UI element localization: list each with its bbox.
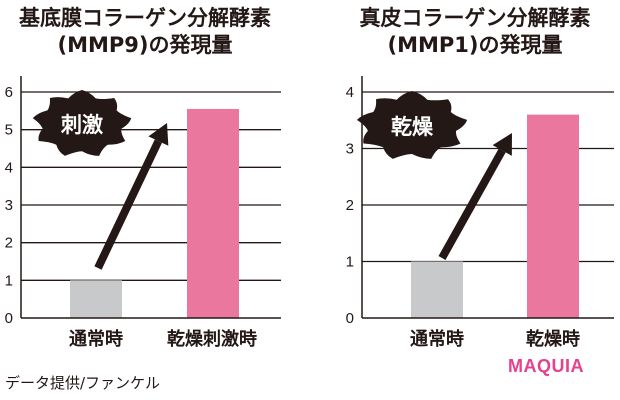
y-tick-label: 3: [5, 197, 13, 214]
left-chart-title: 基底膜コラーゲン分解酵素 (MMP9)の発現量: [0, 5, 290, 59]
right-title-line2: (MMP1)の発現量: [387, 33, 563, 57]
right-title-line1: 真皮コラーゲン分解酵素: [359, 6, 591, 30]
stimulus-bar: [527, 114, 579, 318]
normal-bar: [411, 261, 463, 318]
category-label: 通常時: [69, 328, 123, 350]
burst-label: 乾燥: [391, 115, 434, 139]
y-tick-label: 3: [346, 141, 354, 158]
y-tick-label: 4: [5, 159, 13, 176]
y-tick-label: 1: [5, 272, 13, 289]
stimulus-bar: [187, 108, 239, 318]
left-title-line2: (MMP9)の発現量: [57, 33, 233, 57]
y-tick-label: 2: [346, 197, 354, 214]
y-tick-label: 6: [5, 84, 13, 101]
category-label: 乾燥時: [526, 328, 580, 350]
normal-bar: [70, 280, 122, 318]
data-credit: データ提供/ファンケル: [5, 374, 161, 392]
category-label: 通常時: [410, 328, 464, 350]
burst-icon: [356, 91, 468, 159]
y-tick-label: 1: [346, 254, 354, 271]
right-chart-title: 真皮コラーゲン分解酵素 (MMP1)の発現量: [330, 5, 620, 59]
arrow-head-icon: [492, 133, 512, 156]
increase-arrow: [94, 139, 163, 270]
y-tick-label: 0: [5, 310, 13, 327]
burst-label: 刺激: [61, 113, 103, 137]
burst-icon: [32, 90, 132, 156]
arrow-head-icon: [148, 123, 169, 146]
increase-arrow: [438, 148, 506, 260]
category-label: 乾燥刺激時: [167, 328, 257, 350]
y-tick-label: 5: [5, 122, 13, 139]
y-tick-label: 2: [5, 235, 13, 252]
left-title-line1: 基底膜コラーゲン分解酵素: [19, 6, 271, 30]
y-tick-label: 4: [346, 84, 354, 101]
y-tick-label: 0: [346, 310, 354, 327]
maquia-logo: MAQUIA: [508, 356, 584, 376]
